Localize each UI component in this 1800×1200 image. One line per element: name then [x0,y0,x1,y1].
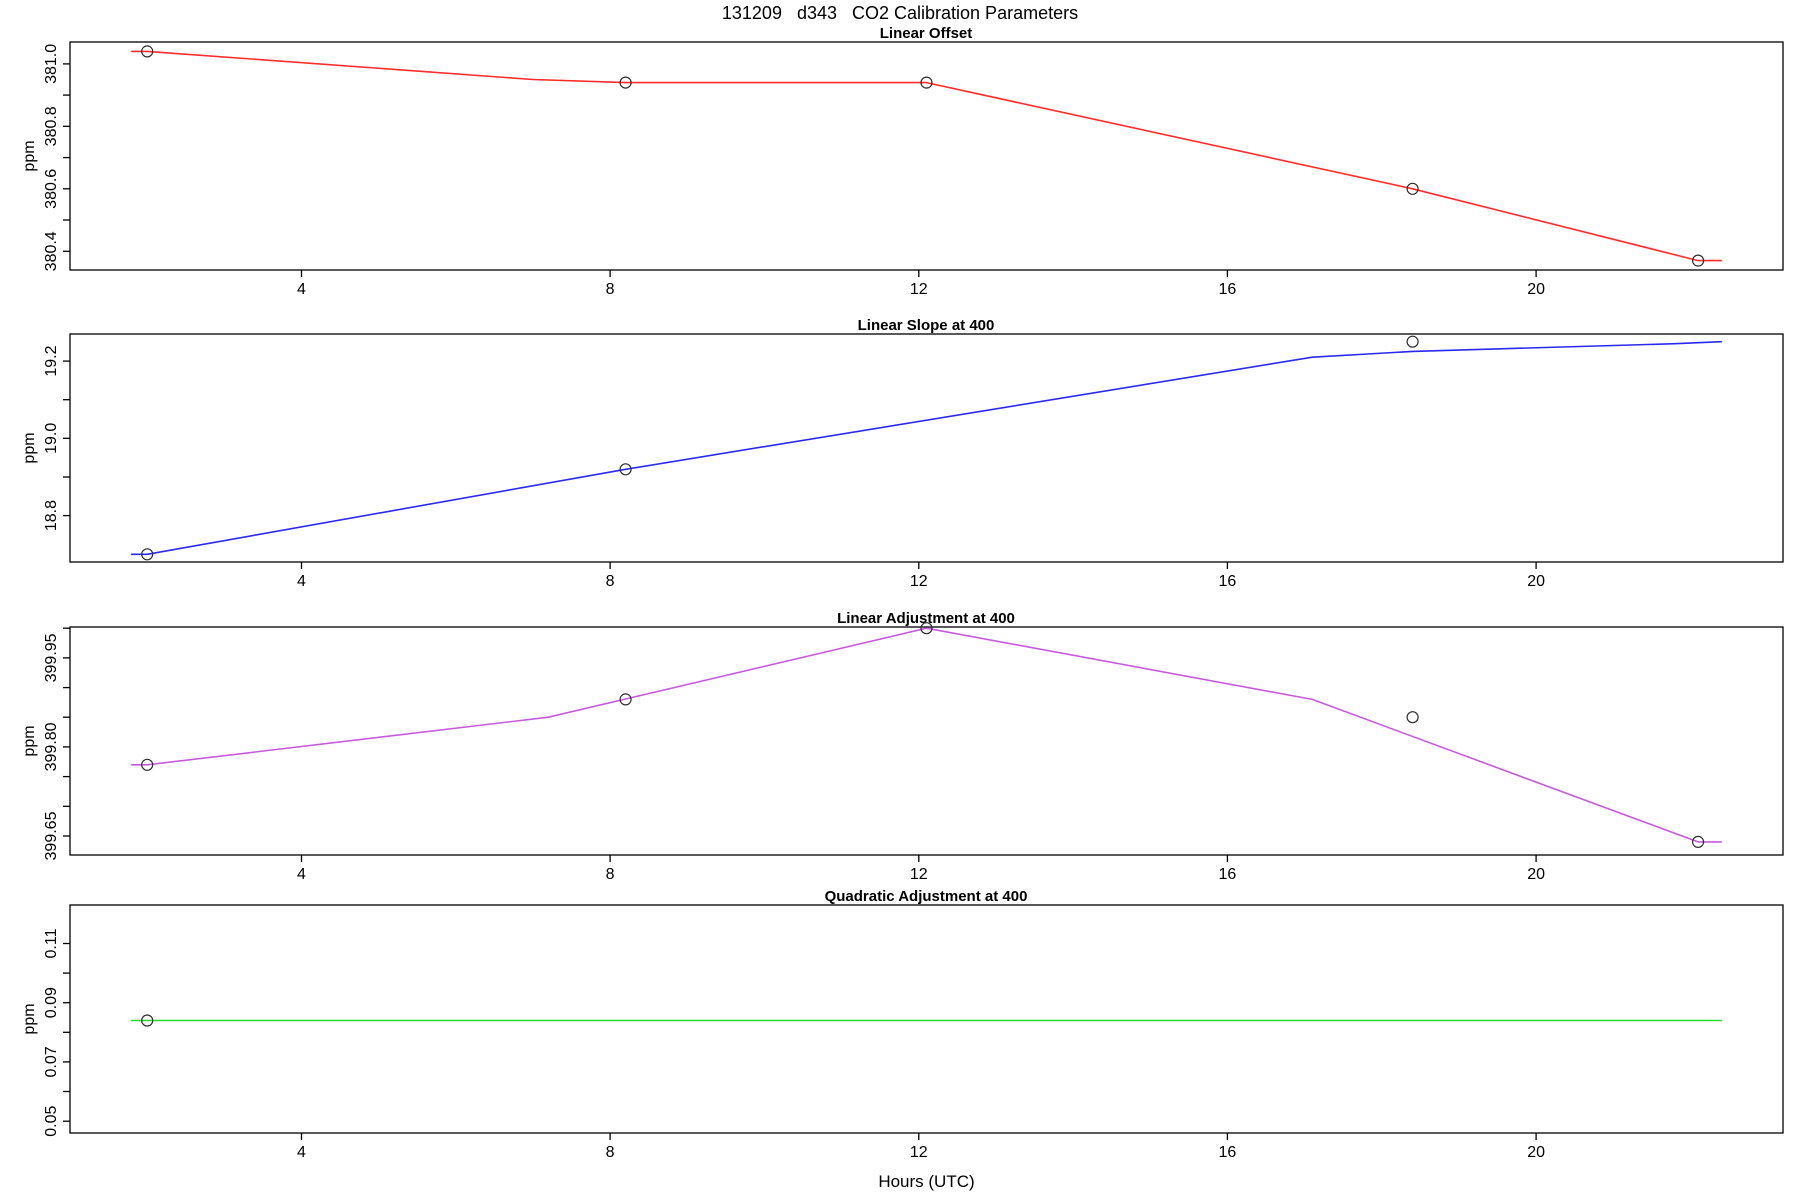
data-point [1406,335,1419,348]
panel-border [69,626,1784,856]
data-point [141,758,154,771]
x-tick-label: 20 [1527,1144,1545,1161]
x-tick-label: 16 [1219,281,1237,298]
main-title: 131209 d343 CO2 Calibration Parameters [721,3,1079,23]
y-tick-label: 399.95 [43,633,60,682]
y-tick-label: 399.80 [43,722,60,771]
series-line-linear-offset [130,50,1723,262]
x-tick-label: 12 [910,573,928,590]
series-line-linear-slope-at-400 [130,340,1723,556]
y-tick-label: 399.65 [43,811,60,860]
x-tick-label: 4 [297,573,306,590]
x-tick-label: 4 [297,866,306,883]
panel-title: Quadratic Adjustment at 400 [825,888,1028,905]
x-tick-label: 4 [297,281,306,298]
panel-border [69,41,1784,271]
panel-linear-slope: Linear Slope at 400 4 8 12 16 20 18.8 19.0 19.2… [21,317,1784,590]
y-tick-label: 0.05 [43,1106,60,1137]
data-point [1691,835,1705,849]
y-axis-unit-label: ppm [21,725,38,756]
data-point [920,76,933,89]
panel-title: Linear Adjustment at 400 [837,610,1015,627]
x-tick-label: 4 [297,1144,306,1161]
panel-linear-adjustment: Linear Adjustment at 400 4 8 12 16 20 399.65 3… [21,610,1784,883]
x-tick-label: 16 [1219,573,1237,590]
x-tick-label: 20 [1527,573,1545,590]
y-axis-unit-label: ppm [21,432,38,463]
x-tick-label: 8 [606,1144,615,1161]
x-tick-label: 8 [606,281,615,298]
data-point [1691,254,1705,267]
y-tick-label: 19.0 [43,423,60,454]
data-point [619,76,632,89]
data-point [141,45,154,58]
data-point [1406,711,1419,724]
panel-border [69,904,1784,1134]
data-point [920,622,933,635]
y-tick-label: 18.8 [43,500,60,531]
x-tick-label: 20 [1527,866,1545,883]
y-tick-label: 380.4 [43,231,60,271]
data-point [141,548,154,561]
x-tick-label: 20 [1527,281,1545,298]
panel-title: Linear Offset [880,25,973,42]
x-tick-label: 12 [910,281,928,298]
panel-linear-offset: Linear Offset 4 8 12 16 20 380.4 380.6 380.8 381… [21,25,1784,298]
y-tick-label: 380.6 [43,169,60,209]
y-tick-label: 0.11 [43,928,60,958]
y-tick-label: 380.8 [43,106,60,146]
panel-title: Linear Slope at 400 [858,317,995,334]
data-point [619,463,632,476]
series-line-linear-adjustment-at-400 [130,627,1723,843]
panel-quadratic-adjustment: Quadratic Adjustment at 400 4 8 12 16 20 0.05… [21,888,1784,1161]
y-tick-label: 381.0 [43,44,60,84]
data-point [1406,182,1419,195]
x-tick-label: 8 [606,866,615,883]
x-tick-label: 16 [1219,866,1237,883]
x-tick-label: 16 [1219,1144,1237,1161]
data-point [619,693,632,706]
panel-border [69,333,1784,563]
x-tick-label: 8 [606,573,615,590]
y-tick-label: 19.2 [43,345,60,376]
y-tick-label: 0.09 [43,987,60,1018]
y-tick-label: 0.07 [43,1046,60,1077]
y-axis-unit-label: ppm [21,1003,38,1034]
x-tick-label: 12 [910,866,928,883]
data-point [141,1014,154,1027]
y-axis-unit-label: ppm [21,140,38,171]
x-axis-label: Hours (UTC) [878,1172,975,1191]
x-tick-label: 12 [910,1144,928,1161]
